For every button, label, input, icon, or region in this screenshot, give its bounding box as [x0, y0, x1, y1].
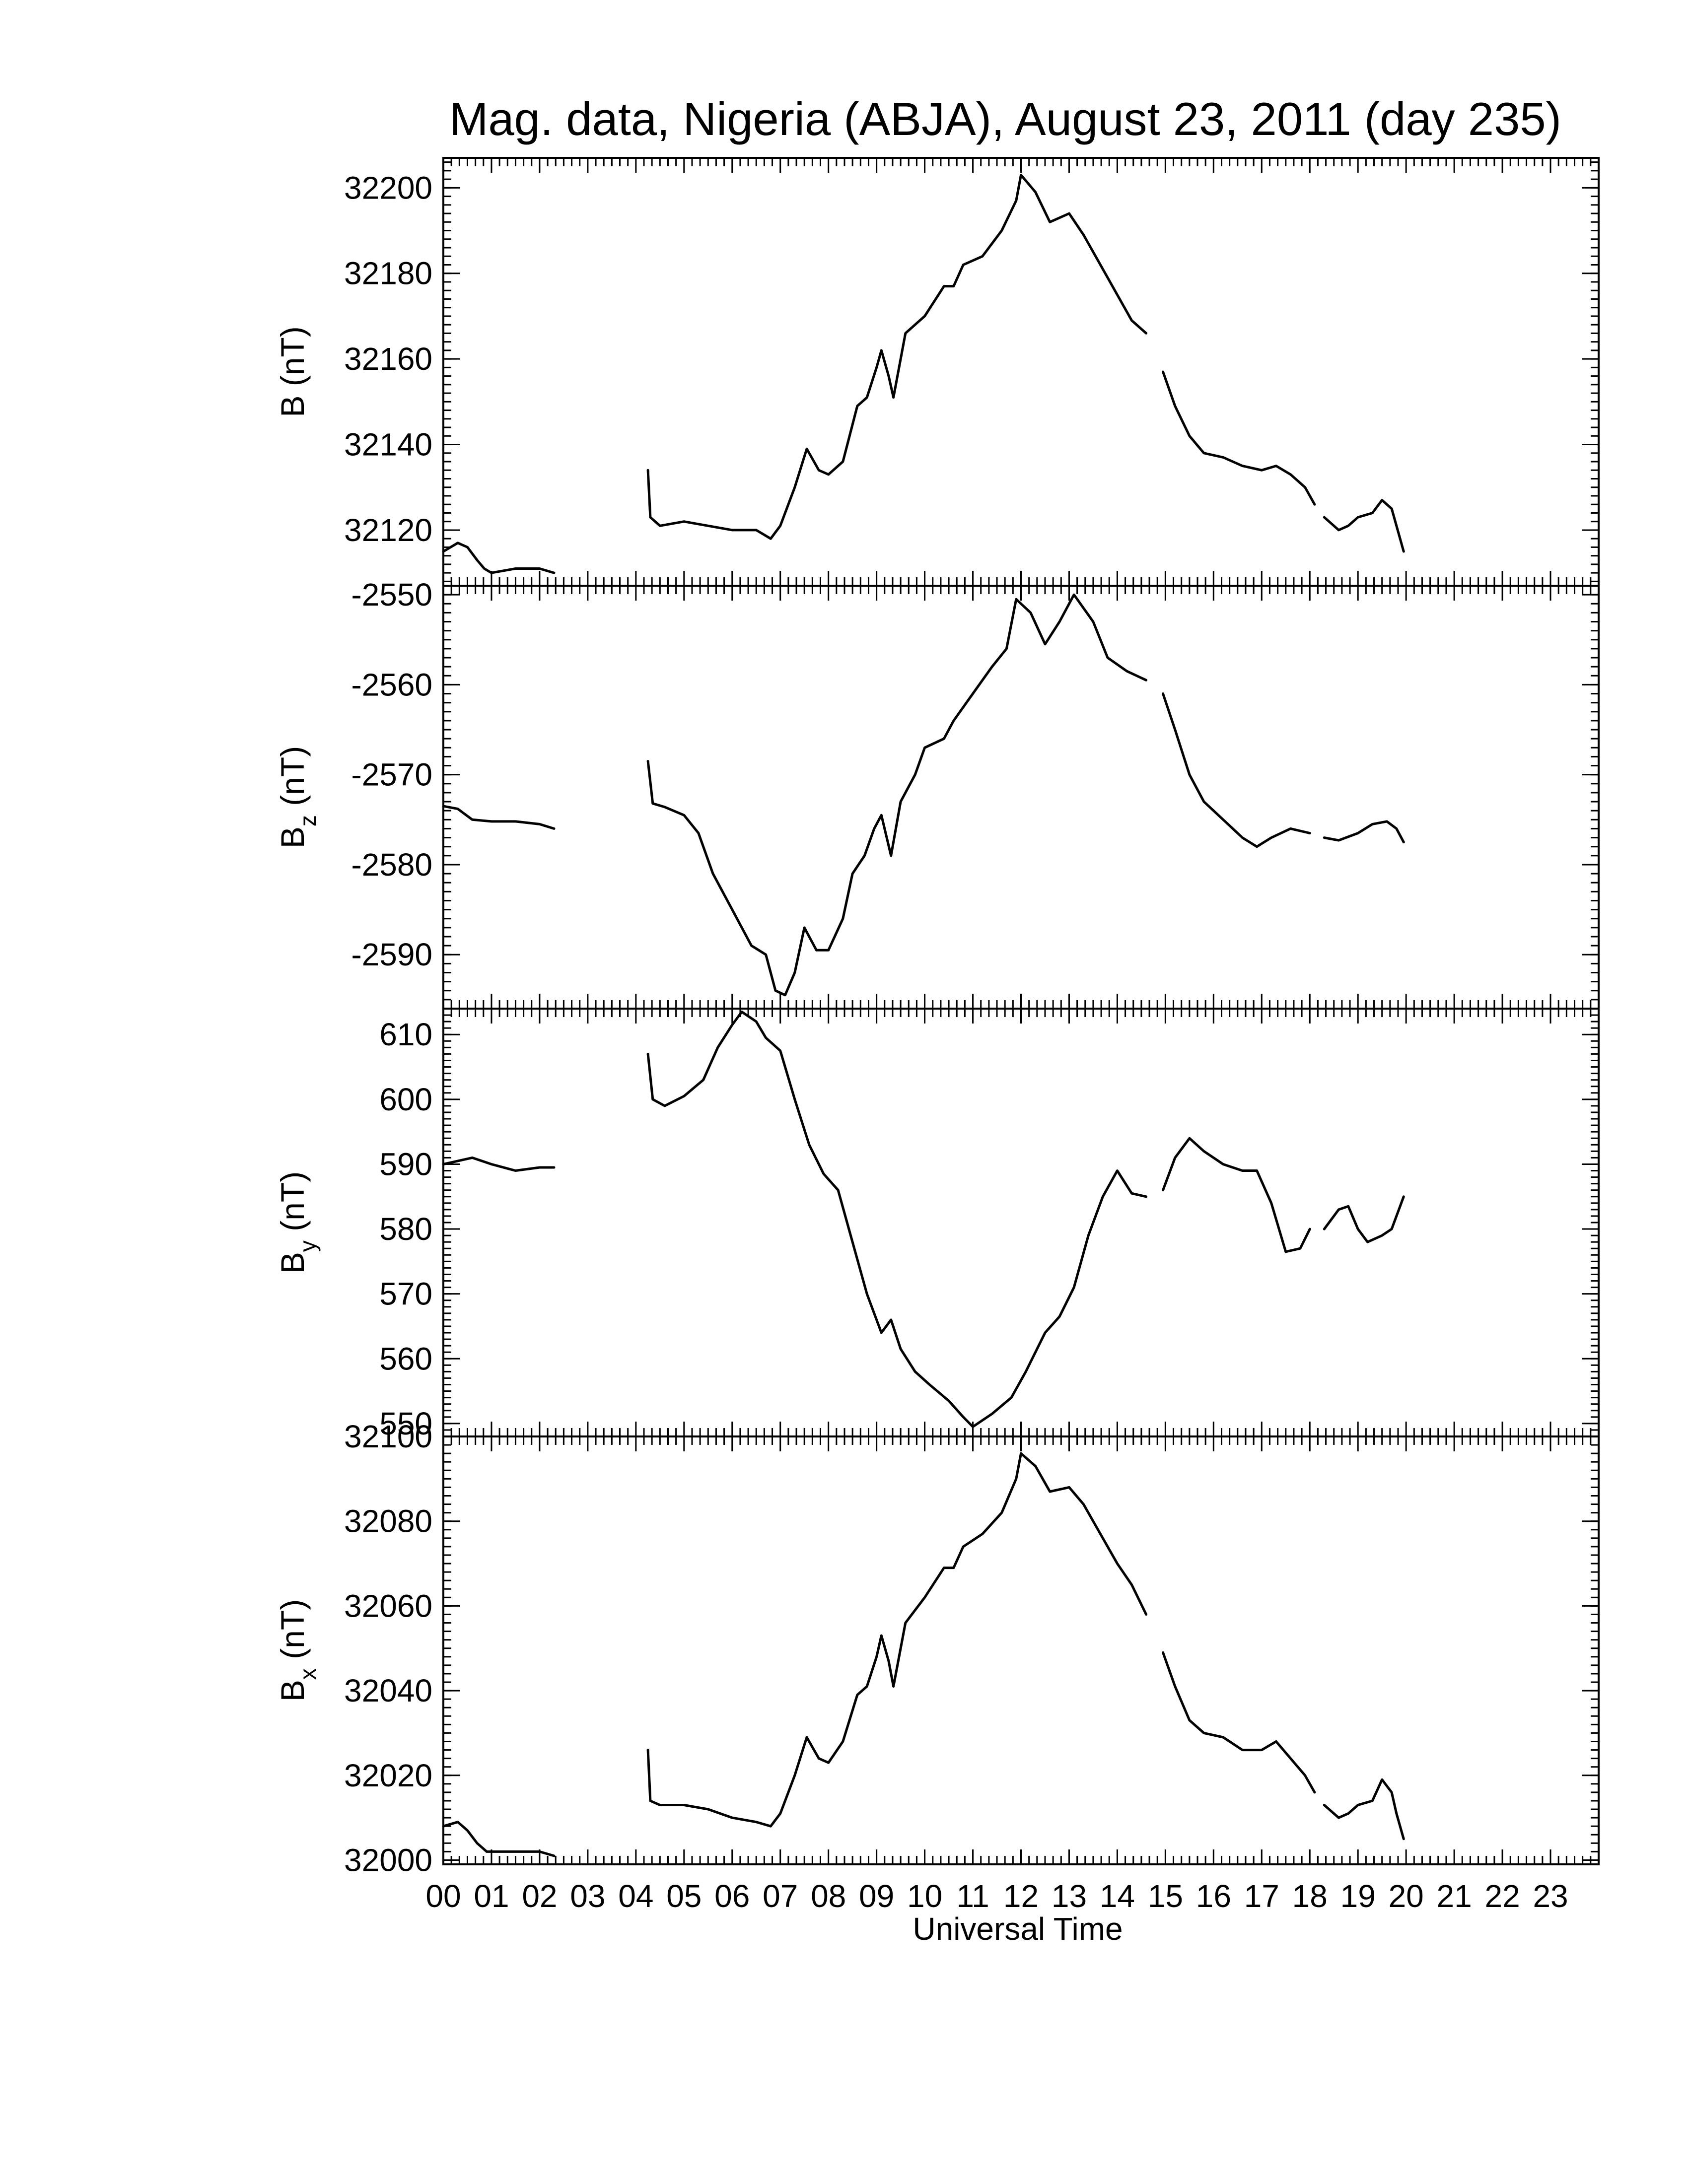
x-tick-label: 14 — [1100, 1878, 1135, 1914]
y-tick-label: 32120 — [344, 512, 432, 548]
x-tick-label: 09 — [859, 1878, 894, 1914]
y-tick-label: 590 — [379, 1146, 432, 1182]
x-tick-label: 05 — [666, 1878, 702, 1914]
y-axis-label-main: B — [274, 1680, 311, 1702]
y-tick-label: 550 — [379, 1406, 432, 1441]
x-tick-label: 03 — [570, 1878, 605, 1914]
y-tick-label: 32200 — [344, 170, 432, 205]
y-axis-label: By (nT) — [274, 1171, 321, 1274]
series-line-bz — [1162, 692, 1311, 848]
y-axis-label-subscript: z — [295, 815, 321, 826]
x-tick-label: 12 — [1003, 1878, 1039, 1914]
x-axis-label: Universal Time — [913, 1911, 1123, 1947]
x-tick-label: 16 — [1196, 1878, 1231, 1914]
y-tick-label: -2570 — [351, 757, 432, 793]
y-tick-label: -2590 — [351, 937, 432, 972]
series-line-b — [1162, 370, 1316, 506]
x-tick-label: 02 — [522, 1878, 557, 1914]
series-line-bx — [1323, 1778, 1405, 1841]
x-tick-label: 19 — [1340, 1878, 1376, 1914]
series-line-b — [1323, 499, 1405, 553]
x-tick-label: 21 — [1437, 1878, 1472, 1914]
x-tick-labels: 00 01 02 03 04 05 06 07 08 09 10 11 12 13 14 15 16 17 18 19… — [425, 1878, 1568, 1914]
panel-by: 550 560 570 580 590 600 610 By (nT) — [274, 1008, 1600, 1441]
panel-frame — [442, 157, 1600, 587]
y-tick-label: 32020 — [344, 1758, 432, 1793]
y-tick-label: 32040 — [344, 1673, 432, 1708]
y-tick-label: -2580 — [351, 847, 432, 883]
panel-b: 32120 32140 32160 32180 32200 B (nT) — [274, 157, 1600, 587]
x-tick-label: 10 — [907, 1878, 942, 1914]
series-line-bx — [646, 1452, 1148, 1828]
x-tick-label: 18 — [1292, 1878, 1328, 1914]
series-line-by — [1162, 1137, 1311, 1253]
x-tick-label: 15 — [1148, 1878, 1183, 1914]
panel-frame — [442, 585, 1600, 1010]
y-axis-label-main: B — [274, 826, 311, 848]
y-axis-label: Bx (nT) — [274, 1599, 321, 1702]
panel-frame — [442, 1435, 1600, 1865]
y-axis-label-subscript: x — [295, 1668, 321, 1680]
x-tick-label: 07 — [763, 1878, 798, 1914]
x-tick-label: 08 — [811, 1878, 846, 1914]
y-tick-label: 610 — [379, 1017, 432, 1052]
x-tick-label: 17 — [1244, 1878, 1279, 1914]
series-line-by — [1323, 1195, 1405, 1243]
x-tick-label: 06 — [714, 1878, 750, 1914]
y-tick-label: 32080 — [344, 1503, 432, 1539]
series-line-bz — [646, 593, 1148, 997]
y-axis-label-subscript: y — [295, 1240, 321, 1252]
y-axis-label: B (nT) — [274, 326, 311, 417]
y-tick-label: -2560 — [351, 667, 432, 702]
y-tick-label: 32000 — [344, 1842, 432, 1878]
series-line-bx — [442, 1821, 556, 1857]
y-tick-label: 32160 — [344, 341, 432, 377]
x-tick-label: 20 — [1389, 1878, 1424, 1914]
panel-bx: 32000 32020 32040 32060 32080 32100 Bx (nT) — [274, 1419, 1600, 1878]
series-line-bz — [442, 805, 556, 830]
y-axis-label-unit: (nT) — [274, 1599, 311, 1668]
series-line-bx — [1162, 1651, 1316, 1794]
series-line-b — [646, 174, 1148, 540]
chart-title: Mag. data, Nigeria (ABJA), August 23, 20… — [449, 93, 1561, 145]
y-tick-label: -2550 — [351, 577, 432, 613]
series-line-bz — [1323, 820, 1405, 844]
series-line-b — [442, 542, 556, 574]
y-axis-label-unit: (nT) — [274, 1171, 311, 1240]
y-axis-label-main: B — [274, 396, 311, 417]
y-tick-label: 32180 — [344, 256, 432, 291]
x-tick-label: 22 — [1484, 1878, 1520, 1914]
y-tick-label: 560 — [379, 1341, 432, 1376]
x-tick-label: 04 — [618, 1878, 653, 1914]
series-line-by — [442, 1156, 556, 1172]
y-axis-label-main: B — [274, 1252, 311, 1274]
y-axis-label-unit: (nT) — [274, 326, 311, 395]
x-tick-label: 13 — [1052, 1878, 1087, 1914]
y-tick-label: 32100 — [344, 1419, 432, 1454]
x-tick-label: 11 — [956, 1878, 989, 1914]
y-tick-label: 580 — [379, 1211, 432, 1247]
panels: 32120 32140 32160 32180 32200 B (nT) -2590 -258… — [274, 157, 1600, 1878]
x-tick-label: 23 — [1533, 1878, 1568, 1914]
y-tick-label: 32140 — [344, 427, 432, 463]
panel-frame — [442, 1008, 1600, 1437]
panel-bz: -2590 -2580 -2570 -2560 -2550 Bz (nT) — [274, 577, 1600, 1010]
x-tick-label: 01 — [474, 1878, 509, 1914]
y-axis-label: Bz (nT) — [274, 746, 321, 848]
x-tick-label: 00 — [425, 1878, 461, 1914]
y-tick-label: 600 — [379, 1082, 432, 1117]
y-tick-label: 32060 — [344, 1588, 432, 1624]
y-tick-label: 570 — [379, 1276, 432, 1312]
series-line-by — [646, 1011, 1148, 1428]
y-axis-label-unit: (nT) — [274, 746, 311, 815]
